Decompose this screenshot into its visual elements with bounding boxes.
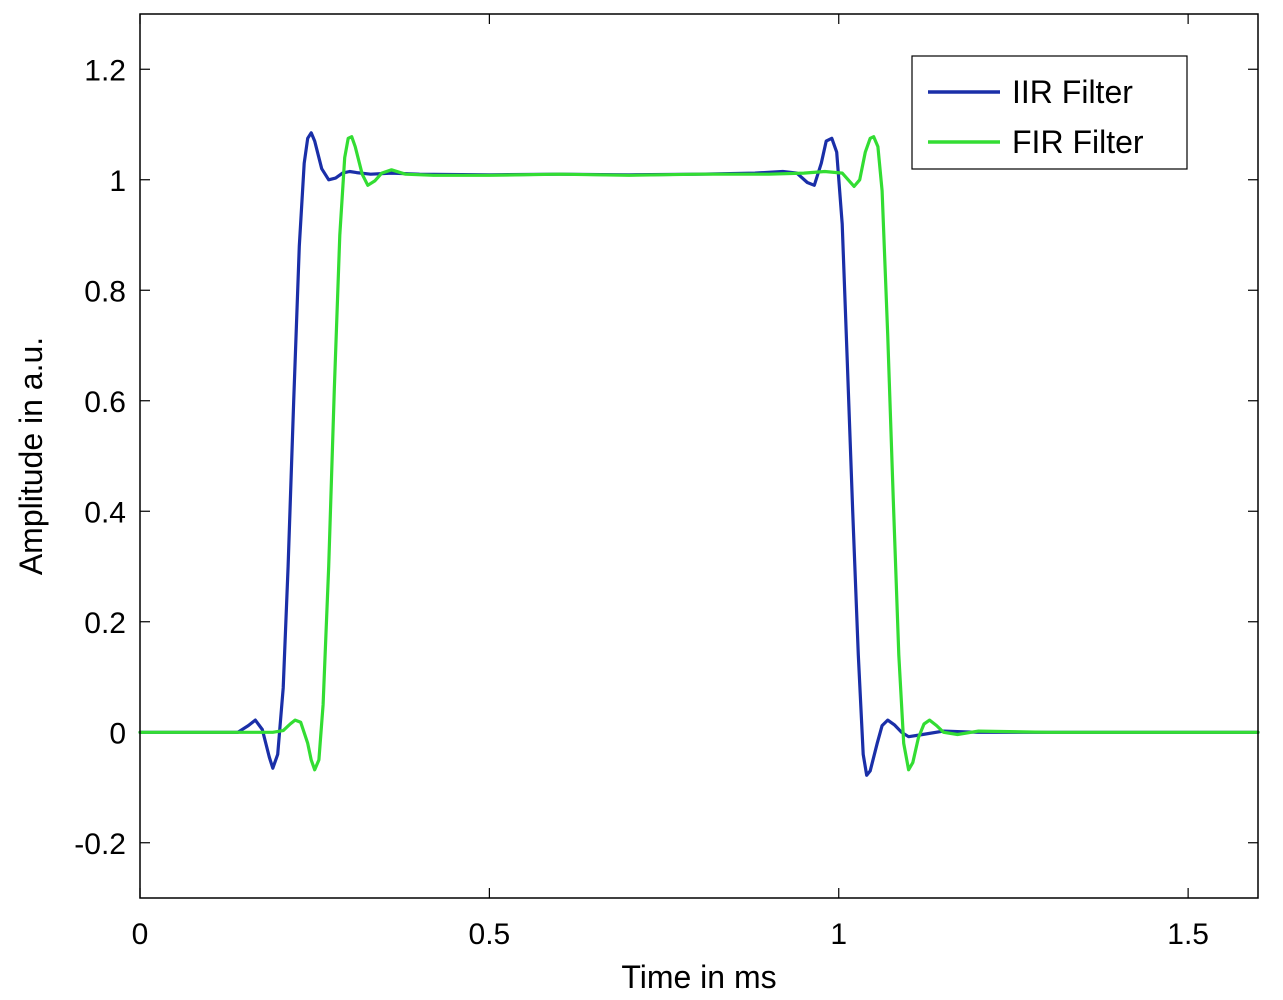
series-layer <box>138 131 1260 777</box>
x-tick-label: 0.5 <box>469 918 511 951</box>
legend: IIR Filter FIR Filter <box>911 55 1188 170</box>
y-axis-ticks: -0.2 0 0.2 0.4 0.6 0.8 1 1.2 <box>74 54 1258 861</box>
y-tick-label: 1.2 <box>84 54 126 87</box>
y-tick-label: 0.2 <box>84 607 126 640</box>
y-axis-label: Amplitude in a.u. <box>13 337 49 575</box>
y-tick-label: -0.2 <box>74 828 126 861</box>
legend-entry-iir: IIR Filter <box>1012 74 1133 110</box>
x-tick-label: 0 <box>132 918 149 951</box>
axes-box <box>139 13 1259 899</box>
y-tick-label: 0.6 <box>84 386 126 419</box>
legend-box <box>911 55 1188 170</box>
x-tick-label: 1.5 <box>1167 918 1209 951</box>
x-tick-label: 1 <box>830 918 847 951</box>
y-tick-label: 0.8 <box>84 275 126 308</box>
y-tick-label: 0.4 <box>84 496 126 529</box>
x-axis-ticks: 0 0.5 1 1.5 <box>132 14 1209 951</box>
legend-entry-fir: FIR Filter <box>1012 124 1144 160</box>
y-tick-label: 0 <box>109 717 126 750</box>
series-line-fir-filter <box>138 135 1260 772</box>
y-tick-label: 1 <box>109 165 126 198</box>
x-axis-label: Time in ms <box>621 959 776 995</box>
